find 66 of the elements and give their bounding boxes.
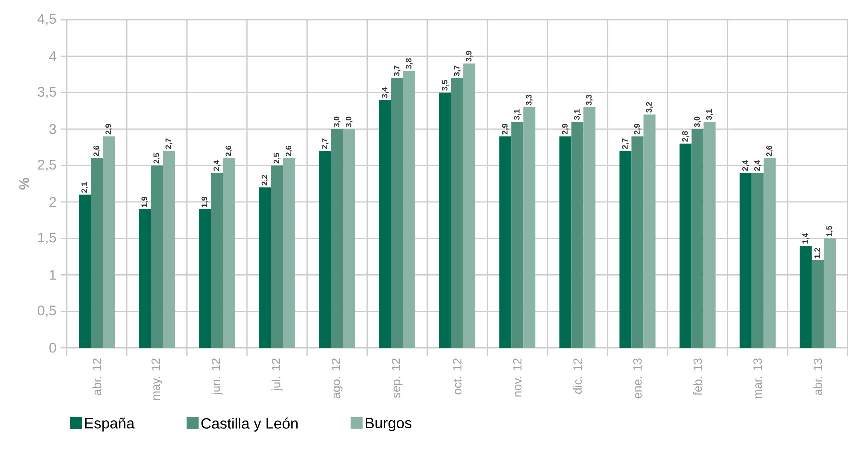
x-tick-label: jul. 12	[272, 358, 283, 392]
bar	[500, 136, 512, 348]
x-tick-label: dic. 12	[573, 358, 582, 394]
bar	[512, 122, 524, 348]
bar	[91, 158, 104, 348]
bar	[560, 136, 572, 348]
bar	[764, 158, 776, 348]
legend-label: España	[85, 418, 135, 432]
bar	[403, 71, 416, 348]
legend-label: Castilla y León	[202, 418, 298, 432]
x-tick-label: abr. 13	[814, 358, 822, 396]
y-axis-title: %	[19, 178, 30, 190]
bar	[824, 238, 836, 348]
bar	[524, 107, 536, 348]
bar	[812, 260, 824, 348]
bar	[151, 166, 164, 348]
x-tick-label: oct. 12	[453, 358, 462, 395]
y-tick-label: 3	[50, 124, 56, 134]
bar	[271, 166, 284, 348]
x-tick-label: sep. 12	[392, 358, 403, 398]
bar	[752, 173, 764, 348]
bar	[704, 122, 716, 348]
y-tick-label: 0	[50, 343, 56, 353]
bar	[572, 122, 584, 348]
bar	[163, 151, 176, 348]
bar	[259, 188, 272, 348]
bar	[139, 210, 152, 348]
bar	[620, 151, 632, 348]
y-tick-label: 2	[50, 197, 56, 208]
y-tick-label: 0,5	[38, 306, 56, 318]
bar	[211, 173, 224, 348]
bar	[584, 107, 596, 348]
bar	[103, 136, 116, 348]
bar	[283, 158, 296, 348]
bar	[223, 158, 236, 348]
bar	[452, 78, 464, 348]
x-tick-label: ene. 13	[634, 358, 642, 399]
bar	[692, 129, 704, 348]
bar	[331, 129, 344, 348]
y-tick-label: 1	[50, 270, 56, 280]
bar	[644, 114, 656, 348]
bar	[632, 136, 644, 348]
bar	[439, 92, 452, 348]
bar	[800, 246, 812, 348]
y-tick-label: 3,5	[38, 87, 56, 99]
x-tick-label: may. 12	[152, 358, 163, 400]
x-tick-label: nov. 12	[513, 358, 522, 397]
y-tick-label: 2,5	[38, 160, 56, 172]
x-tick-label: jun. 12	[212, 358, 223, 396]
x-tick-label: ago. 12	[332, 358, 343, 399]
bar	[464, 64, 476, 348]
bar	[79, 194, 92, 348]
bar	[391, 78, 404, 348]
bar	[319, 151, 332, 348]
bar	[199, 210, 212, 348]
y-tick-label: 1,5	[38, 232, 56, 244]
bar	[740, 173, 752, 348]
y-tick-label: 4	[49, 52, 56, 62]
bar	[680, 144, 692, 348]
bar	[343, 129, 356, 348]
x-tick-label: feb. 13	[693, 358, 702, 396]
x-tick-label: mar. 13	[754, 358, 762, 398]
legend-label: Burgos	[366, 418, 412, 432]
x-tick-label: abr. 12	[92, 358, 102, 396]
bar	[379, 100, 392, 348]
y-tick-label: 4,5	[38, 14, 56, 26]
